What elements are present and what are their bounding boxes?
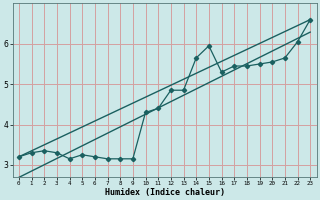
X-axis label: Humidex (Indice chaleur): Humidex (Indice chaleur) (105, 188, 225, 197)
